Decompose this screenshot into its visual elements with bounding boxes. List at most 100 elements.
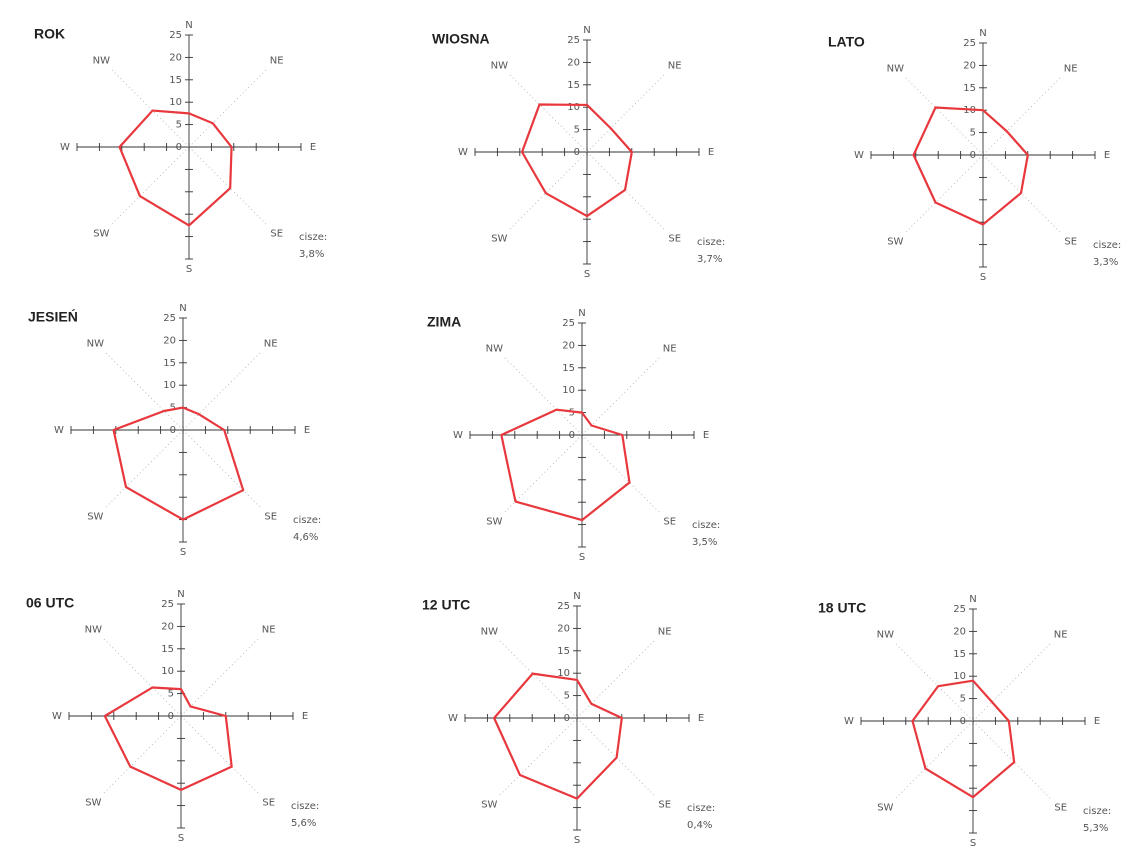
chart-title: 18 UTC (818, 600, 866, 616)
axis-label: NW (87, 339, 104, 350)
axis-label: S (970, 838, 976, 849)
tick-label: 20 (169, 52, 182, 63)
tick-label: 5 (569, 408, 575, 419)
wind-polygon (493, 672, 623, 800)
axis-line (182, 429, 263, 510)
calm-value: 3,7% (697, 254, 722, 265)
tick-label: 20 (161, 621, 174, 632)
axis-line (581, 355, 662, 436)
tick-label: 15 (567, 80, 580, 91)
axis-line (507, 151, 588, 232)
chart-title: JESIEŃ (28, 309, 78, 325)
axis-label: S (574, 835, 580, 846)
axis-line (180, 636, 261, 717)
axis-label: SE (270, 228, 283, 239)
tick-label: 20 (163, 335, 176, 346)
axis-label: N (179, 303, 186, 314)
axis-label: NE (270, 56, 284, 67)
axis-line (972, 720, 1053, 801)
calm-value: 3,8% (299, 249, 324, 260)
axis-line (982, 75, 1063, 156)
tick-label: 0 (569, 430, 575, 441)
tick-label: 20 (567, 57, 580, 68)
tick-label: 5 (168, 689, 174, 700)
axis-line (903, 154, 984, 235)
axis-label: SE (1064, 236, 1077, 247)
axis-line (101, 636, 182, 717)
axis-label: W (54, 425, 64, 436)
calm-value: 4,6% (293, 532, 318, 543)
axis-label: SE (658, 799, 671, 810)
tick-label: 20 (963, 60, 976, 71)
tick-label: 20 (953, 626, 966, 637)
axis-line (581, 434, 662, 515)
axis-label: E (304, 425, 310, 436)
tick-label: 5 (970, 128, 976, 139)
axis-line (893, 641, 974, 722)
axis-label: NE (262, 625, 276, 636)
tick-label: 10 (163, 380, 176, 391)
axis-label: S (980, 272, 986, 283)
tick-label: 15 (163, 358, 176, 369)
tick-label: 5 (574, 125, 580, 136)
tick-label: 5 (170, 403, 176, 414)
calm-label: cisze: (1093, 240, 1121, 251)
axis-label: NW (93, 56, 110, 67)
axis-label: S (180, 547, 186, 558)
calm-label: cisze: (697, 237, 725, 248)
calm-label: cisze: (1083, 806, 1111, 817)
axis-label: S (178, 833, 184, 844)
tick-label: 5 (960, 694, 966, 705)
axis-line (497, 717, 578, 798)
tick-label: 15 (562, 363, 575, 374)
axis-label: W (458, 147, 468, 158)
tick-label: 25 (953, 604, 966, 615)
calm-label: cisze: (291, 801, 319, 812)
axis-label: N (177, 589, 184, 600)
axis-label: E (698, 713, 704, 724)
axis-label: E (703, 430, 709, 441)
tick-label: 25 (567, 35, 580, 46)
axis-label: W (854, 150, 864, 161)
axis-label: NW (486, 344, 503, 355)
tick-label: 0 (970, 150, 976, 161)
axis-line (101, 715, 182, 796)
axis-label: NW (491, 61, 508, 72)
axis-label: NE (668, 61, 682, 72)
tick-label: 0 (168, 711, 174, 722)
tick-label: 10 (557, 668, 570, 679)
axis-line (109, 146, 190, 227)
tick-label: 10 (161, 666, 174, 677)
tick-label: 5 (564, 691, 570, 702)
tick-label: 20 (562, 340, 575, 351)
axis-line (893, 720, 974, 801)
tick-label: 25 (963, 38, 976, 49)
tick-label: 0 (574, 147, 580, 158)
axis-label: E (302, 711, 308, 722)
chart-title: 06 UTC (26, 595, 74, 611)
axis-label: SE (668, 233, 681, 244)
axis-label: SE (663, 516, 676, 527)
axis-line (180, 715, 261, 796)
tick-label: 25 (562, 318, 575, 329)
axis-label: E (310, 142, 316, 153)
axis-label: NW (887, 64, 904, 75)
axis-label: N (578, 308, 585, 319)
calm-label: cisze: (692, 520, 720, 531)
tick-label: 10 (169, 97, 182, 108)
axis-label: NE (663, 344, 677, 355)
calm-value: 5,3% (1083, 823, 1108, 834)
chart-title: LATO (828, 34, 865, 50)
axis-label: N (979, 28, 986, 39)
tick-label: 10 (963, 105, 976, 116)
axis-label: E (1104, 150, 1110, 161)
chart-title: 12 UTC (422, 597, 470, 613)
calm-value: 0,4% (687, 820, 712, 831)
axis-label: S (186, 264, 192, 275)
axis-label: NE (1054, 630, 1068, 641)
axis-label: W (52, 711, 62, 722)
chart-title: ZIMA (427, 314, 461, 330)
tick-label: 0 (176, 142, 182, 153)
wind-polygon (912, 106, 1029, 226)
